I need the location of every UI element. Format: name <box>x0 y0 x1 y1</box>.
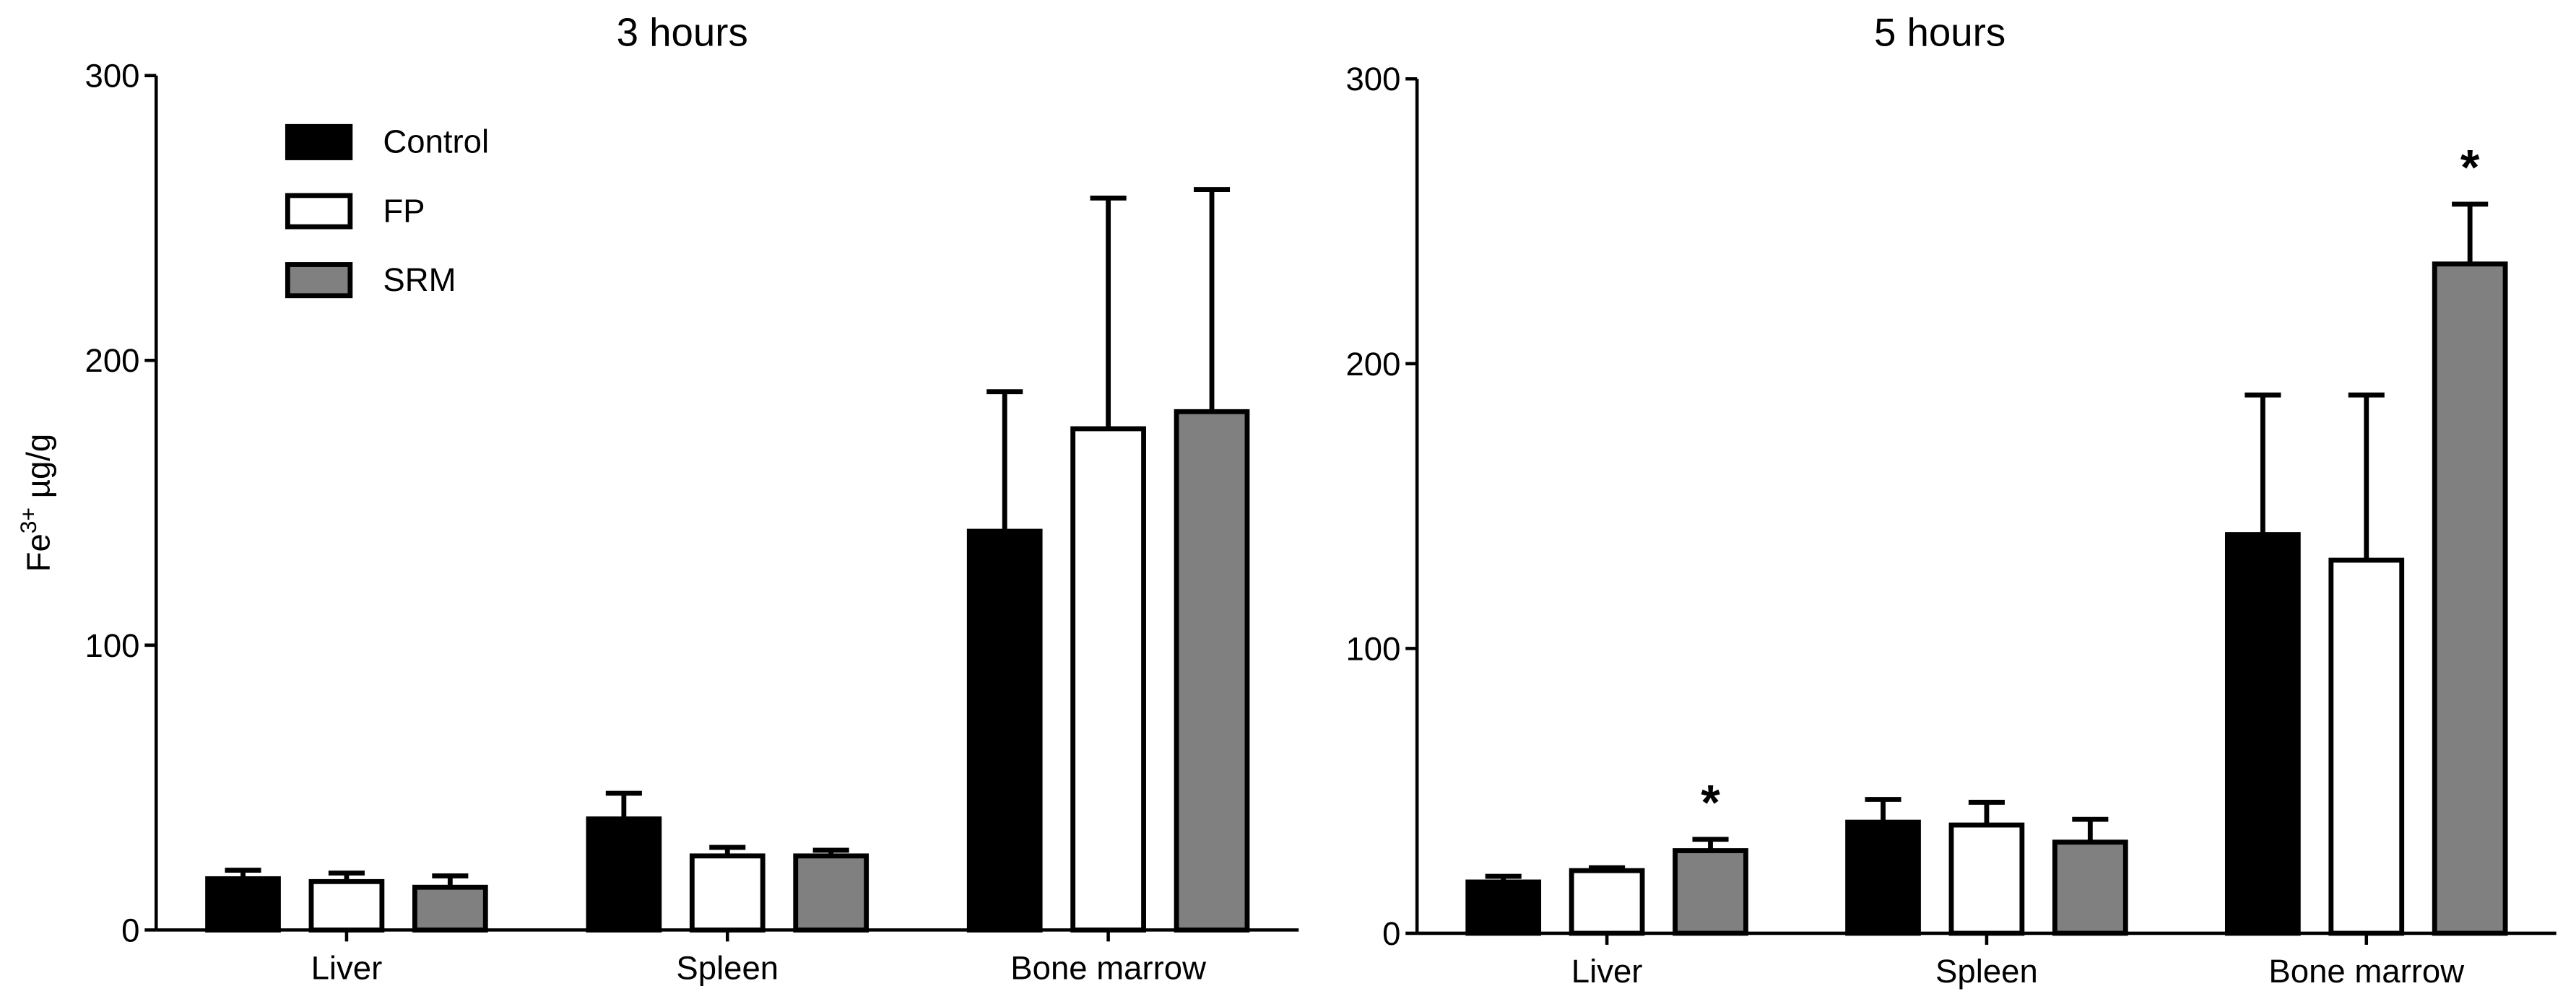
bar <box>793 853 869 933</box>
x-tick-label: Bone marrow <box>2268 953 2464 990</box>
bar <box>1569 868 1645 936</box>
bar <box>205 876 281 933</box>
x-tick-label: Spleen <box>676 950 779 987</box>
bar <box>1070 426 1146 933</box>
annotation: * <box>1701 775 1720 830</box>
legend-label: SRM <box>383 261 456 298</box>
bar <box>1948 822 2025 936</box>
y-axis-label: Fe3+ µg/g <box>15 434 56 572</box>
x-tick-label: Spleen <box>1935 953 2038 990</box>
y-tick-label: 300 <box>85 58 140 95</box>
bar <box>1845 819 1921 936</box>
bar <box>308 878 385 933</box>
legend-swatch <box>285 262 353 299</box>
bar <box>2225 532 2301 936</box>
y-label-base: Fe <box>19 533 56 572</box>
bar <box>586 816 662 933</box>
y-tick-label: 200 <box>85 342 140 379</box>
x-tick-label: Bone marrow <box>1010 950 1206 987</box>
x-tick-label: Liver <box>1571 953 1643 990</box>
bar <box>1174 409 1250 933</box>
legend-swatch <box>285 123 353 160</box>
y-tick-label: 0 <box>1382 915 1400 952</box>
chart-title: 5 hours <box>1874 11 2005 55</box>
x-tick-label: Liver <box>311 950 383 987</box>
legend-swatch <box>285 193 353 230</box>
chart-title: 3 hours <box>617 11 748 55</box>
bar <box>412 884 488 933</box>
y-tick-label: 0 <box>121 912 139 948</box>
annotation: * <box>2460 141 2480 196</box>
bar <box>966 528 1043 933</box>
bar <box>1673 848 1748 936</box>
y-tick-label: 200 <box>1345 346 1400 383</box>
y-tick-label: 300 <box>1345 61 1400 97</box>
y-label-sup: 3+ <box>15 507 41 533</box>
bar <box>2432 261 2508 936</box>
legend-label: FP <box>383 192 425 229</box>
bar <box>2052 839 2128 936</box>
bar <box>2328 557 2405 936</box>
y-label-unit: µg/g <box>19 434 56 507</box>
y-tick-label: 100 <box>85 627 140 664</box>
y-tick-label: 100 <box>1345 630 1400 667</box>
bar <box>689 853 766 933</box>
bar <box>1465 879 1542 936</box>
legend-label: Control <box>383 123 489 160</box>
